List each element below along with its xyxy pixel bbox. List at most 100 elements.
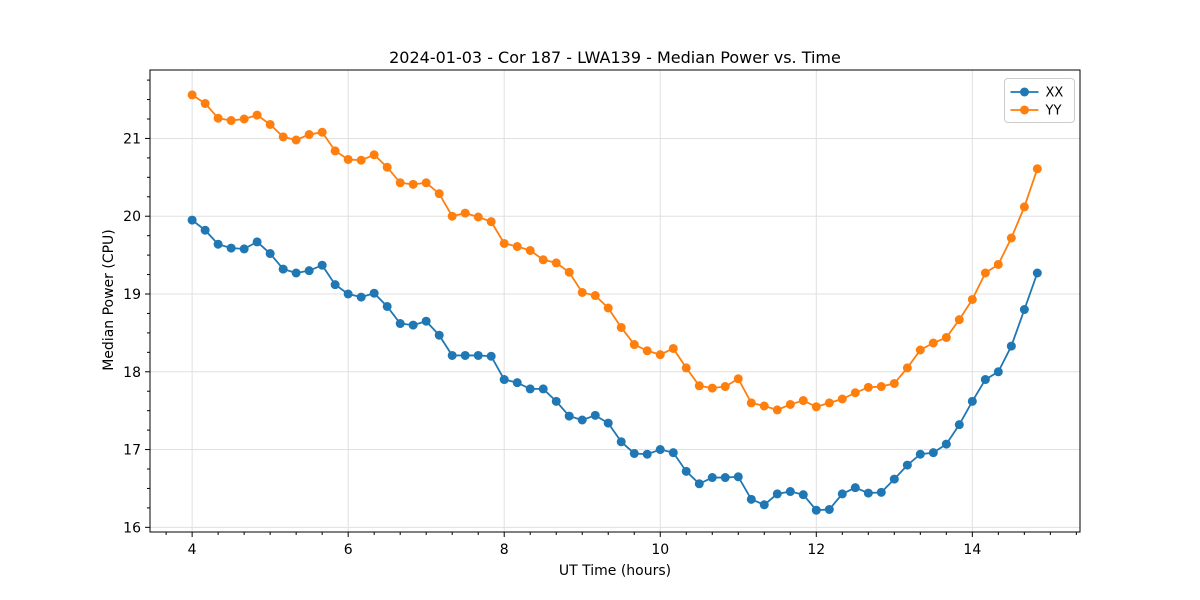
series-XX-marker — [200, 225, 210, 235]
series-XX-marker — [967, 396, 977, 406]
series-XX-marker — [772, 489, 782, 499]
series-YY-marker — [408, 179, 418, 189]
series-XX-marker — [902, 460, 912, 470]
series-XX-marker — [395, 319, 405, 329]
series-XX-marker — [824, 504, 834, 514]
series-XX-marker — [213, 239, 223, 249]
legend-box — [1004, 78, 1075, 123]
series-XX-marker — [850, 483, 860, 493]
series-YY-marker — [642, 346, 652, 356]
series-XX-marker — [681, 466, 691, 476]
series-YY-marker — [837, 394, 847, 404]
series-XX-marker — [356, 292, 366, 302]
series-YY-marker — [772, 405, 782, 415]
series-XX-marker — [226, 243, 236, 253]
series-YY-marker — [889, 378, 899, 388]
series-YY-marker — [811, 402, 821, 412]
series-YY-marker — [876, 382, 886, 392]
series-XX-marker — [837, 489, 847, 499]
series-YY-marker — [967, 294, 977, 304]
series-YY-marker — [668, 343, 678, 353]
series-YY-marker — [434, 189, 444, 199]
series-YY-marker — [941, 333, 951, 343]
series-YY-marker — [278, 132, 288, 142]
series-XX-marker — [707, 473, 717, 483]
series-YY-marker — [213, 113, 223, 123]
series-XX-marker — [889, 474, 899, 484]
series-YY-marker — [304, 130, 314, 140]
series-XX-marker — [187, 215, 197, 225]
series-YY-marker — [850, 388, 860, 398]
series-YY-marker — [200, 98, 210, 108]
series-YY-marker — [356, 155, 366, 165]
series-XX-marker — [486, 351, 496, 361]
x-tick-label: 6 — [344, 542, 353, 558]
series-YY-marker — [252, 110, 262, 120]
series-YY-line — [191, 94, 1039, 411]
series-YY-marker — [655, 350, 665, 360]
series-XX-marker — [590, 410, 600, 420]
series-YY-marker — [1032, 164, 1042, 174]
series-XX-marker — [408, 320, 418, 330]
series-XX-marker — [330, 280, 340, 290]
y-tick-label: 19 — [123, 287, 141, 303]
series-XX-marker — [538, 384, 548, 394]
series-YY-marker — [382, 162, 392, 172]
series-YY-marker — [603, 303, 613, 313]
series-XX-marker — [863, 488, 873, 498]
series-XX-marker — [499, 375, 509, 385]
series-XX-marker — [616, 437, 626, 447]
legend-sample-marker — [1020, 87, 1029, 97]
legend-sample-marker — [1020, 105, 1029, 115]
series-XX-marker — [369, 288, 379, 298]
legend-label: YY — [1045, 104, 1062, 119]
series-XX-marker — [382, 301, 392, 311]
series-XX-marker — [733, 472, 743, 482]
series-XX-marker — [629, 448, 639, 458]
series-YY-marker — [447, 211, 457, 221]
x-tick-label: 14 — [963, 542, 981, 558]
series-XX-marker — [551, 396, 561, 406]
series-YY-marker — [460, 208, 470, 218]
series-YY-marker — [590, 291, 600, 301]
series-XX-marker — [1006, 341, 1016, 351]
series-XX-marker — [239, 244, 249, 254]
series-YY-marker — [616, 322, 626, 332]
series-YY-marker — [824, 398, 834, 408]
series-YY-marker — [577, 287, 587, 297]
series-YY-marker — [993, 259, 1003, 269]
series-YY-marker — [915, 345, 925, 355]
series-XX-marker — [577, 415, 587, 425]
series-YY-marker — [421, 178, 431, 188]
y-tick-label: 16 — [123, 520, 141, 536]
series-YY-marker — [954, 315, 964, 325]
series-XX-marker — [291, 268, 301, 278]
series-YY-marker — [720, 382, 730, 392]
series-YY-marker — [694, 381, 704, 391]
series-YY-marker — [707, 383, 717, 393]
series-XX-marker — [759, 500, 769, 510]
series-XX-marker — [642, 449, 652, 459]
series-XX-marker — [512, 378, 522, 388]
series-XX-marker — [694, 479, 704, 489]
series-YY-marker — [798, 396, 808, 406]
series-YY-marker — [291, 135, 301, 145]
x-axis-label: UT Time (hours) — [558, 563, 672, 579]
series-XX-marker — [460, 350, 470, 360]
series-YY-marker — [629, 340, 639, 350]
series-XX-marker — [434, 330, 444, 340]
series-YY-marker — [681, 363, 691, 373]
series-YY-marker — [863, 382, 873, 392]
y-tick-label: 17 — [123, 443, 141, 459]
series-YY-marker — [525, 245, 535, 255]
series-XX-marker — [720, 473, 730, 483]
series-YY-marker — [759, 401, 769, 411]
series-XX-marker — [876, 487, 886, 497]
series-YY-marker — [369, 150, 379, 160]
series-YY-marker — [746, 398, 756, 408]
series-XX-marker — [1032, 268, 1042, 278]
series-YY-marker — [473, 212, 483, 222]
series-YY-marker — [317, 127, 327, 137]
series-XX-marker — [525, 384, 535, 394]
